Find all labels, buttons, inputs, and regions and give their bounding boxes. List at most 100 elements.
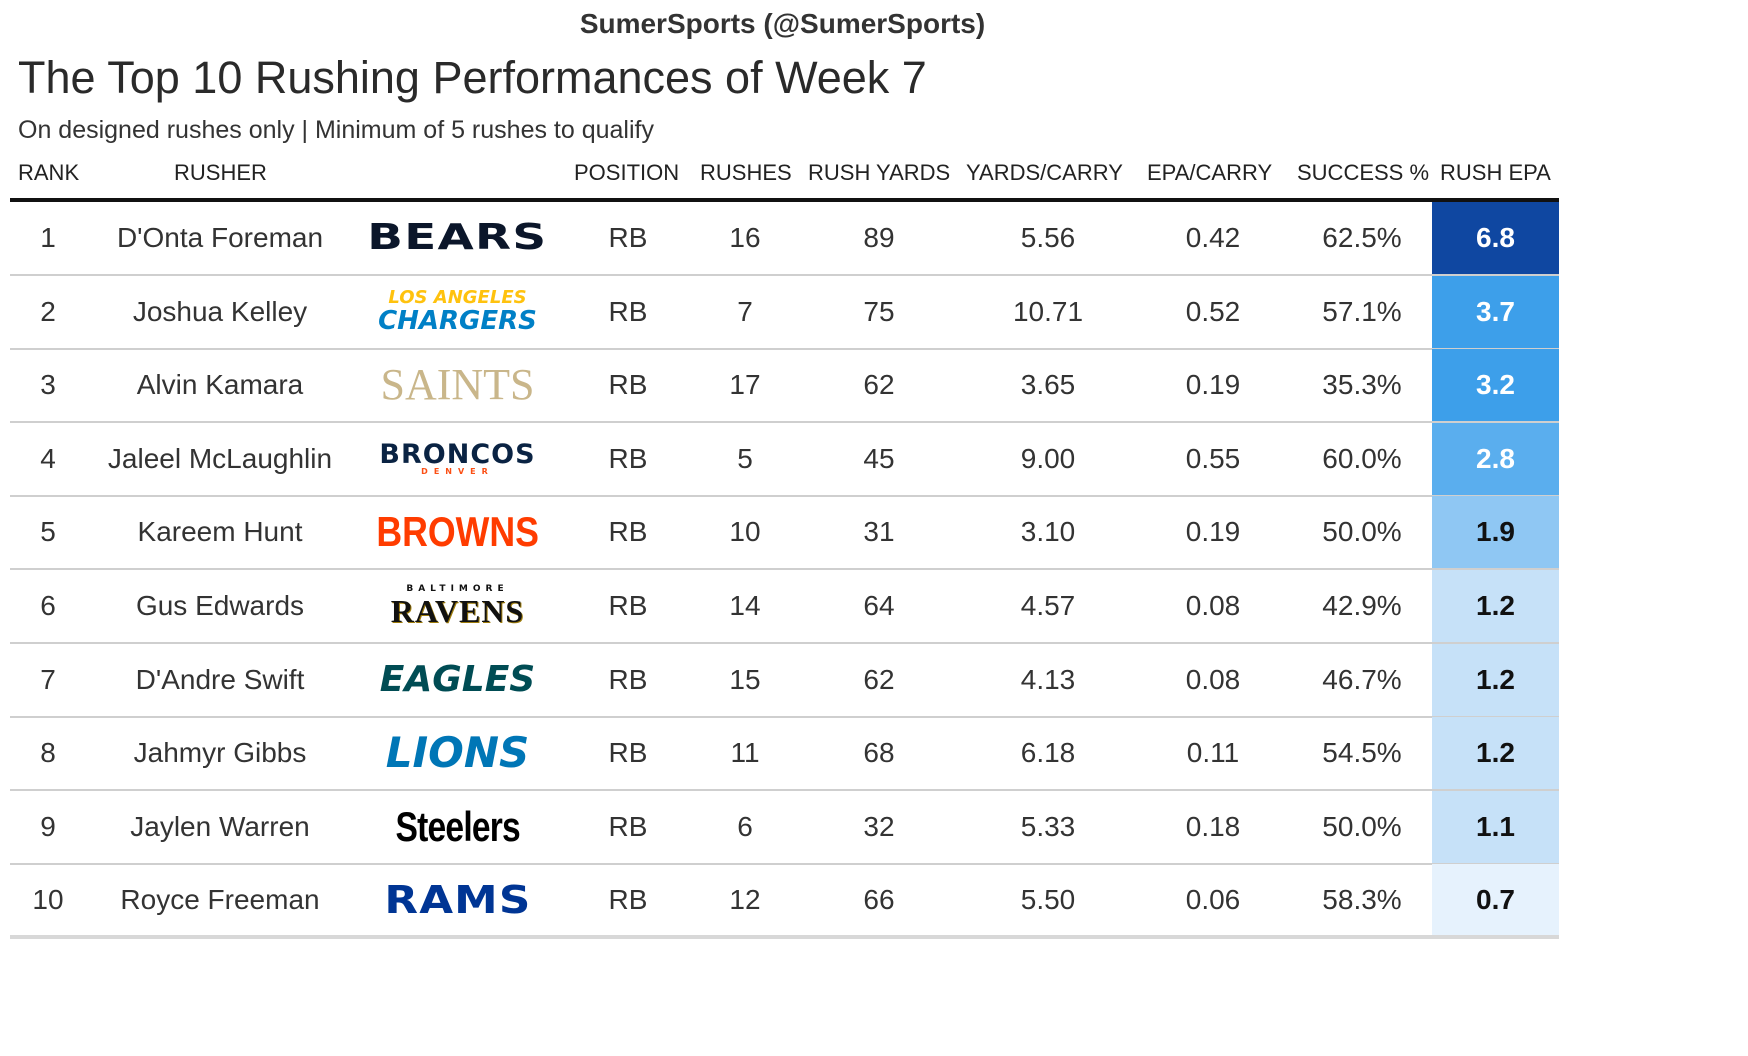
header-success: SUCCESS % bbox=[1297, 160, 1430, 185]
table-header: RANK RUSHER POSITION RUSHES RUSH YARDS Y… bbox=[10, 152, 1559, 202]
success-cell: 42.9% bbox=[1322, 590, 1402, 621]
team-logo-sub: DENVER bbox=[421, 467, 494, 477]
epa-per-carry-cell: 0.52 bbox=[1185, 295, 1241, 327]
rush-epa-cell: 1.2 bbox=[1432, 570, 1559, 642]
success-cell: 57.1% bbox=[1322, 295, 1402, 327]
epa-per-carry-cell: 0.11 bbox=[1186, 737, 1240, 769]
source-credit: SumerSports (@SumerSports) bbox=[579, 8, 986, 39]
team-logo: BALTIMORE RAVENS bbox=[355, 570, 560, 642]
success-cell: 50.0% bbox=[1322, 516, 1402, 548]
rusher-cell: Gus Edwards bbox=[135, 590, 305, 621]
yards-per-carry-cell: 5.50 bbox=[1020, 884, 1076, 916]
rush-yards-cell: 75 bbox=[863, 295, 895, 327]
position-cell: RB bbox=[608, 590, 648, 621]
header-yards-per-carry: YARDS/CARRY bbox=[966, 160, 1123, 185]
position-cell: RB bbox=[608, 516, 648, 548]
success-cell: 50.0% bbox=[1322, 810, 1402, 842]
team-logo: BEARS bbox=[355, 202, 560, 274]
rushes-cell: 12 bbox=[729, 884, 761, 916]
rank-cell: 8 bbox=[40, 737, 56, 769]
rusher-cell: Kareem Hunt bbox=[137, 516, 303, 548]
rank-cell: 5 bbox=[40, 516, 56, 548]
team-logo-wordmark: BROWNS bbox=[376, 508, 539, 556]
position-cell: RB bbox=[608, 222, 648, 253]
rank-cell: 3 bbox=[40, 369, 56, 401]
team-logo-wordmark: EAGLES bbox=[379, 658, 536, 700]
team-logo-top: LOS ANGELES bbox=[388, 287, 527, 309]
team-logo-wordmark: SAINTS bbox=[380, 360, 535, 410]
team-logo: LIONS bbox=[355, 717, 560, 789]
rush-epa-cell: 2.8 bbox=[1432, 422, 1559, 495]
position-cell: RB bbox=[608, 884, 648, 916]
rushes-cell: 11 bbox=[730, 737, 760, 769]
header-rush-epa: RUSH EPA bbox=[1440, 160, 1551, 185]
position-cell: RB bbox=[608, 442, 648, 474]
rush-yards-cell: 66 bbox=[863, 884, 895, 916]
rusher-cell: D'Andre Swift bbox=[135, 663, 305, 695]
yards-per-carry-cell: 3.65 bbox=[1020, 369, 1076, 401]
rusher-cell: Royce Freeman bbox=[120, 884, 320, 916]
yards-per-carry-cell: 10.71 bbox=[1012, 295, 1084, 327]
position-cell: RB bbox=[608, 369, 648, 401]
yards-per-carry-cell: 9.00 bbox=[1020, 442, 1076, 474]
rush-yards-cell: 45 bbox=[863, 442, 895, 474]
chart-subtitle: On designed rushes only | Minimum of 5 r… bbox=[18, 116, 654, 144]
table-row: 6 Gus Edwards RB 14 64 4.57 0.08 42.9% BALTIMORE… bbox=[10, 570, 1559, 644]
table-row: 9 Jaylen Warren RB 6 32 5.33 0.18 50.0% Steelers… bbox=[10, 790, 1559, 865]
rush-yards-cell: 62 bbox=[863, 663, 895, 695]
header-rusher: RUSHER bbox=[174, 160, 267, 185]
table-row: 10 Royce Freeman RB 12 66 5.50 0.06 58.3% RAMS 0.… bbox=[10, 864, 1559, 939]
team-logo: EAGLES bbox=[355, 644, 560, 716]
team-logo-wordmark: CHARGERS bbox=[378, 306, 537, 337]
rush-yards-cell: 89 bbox=[863, 222, 895, 253]
epa-per-carry-cell: 0.08 bbox=[1185, 663, 1241, 695]
rank-cell: 10 bbox=[32, 884, 64, 916]
rush-epa-cell: 3.2 bbox=[1432, 349, 1559, 422]
epa-per-carry-cell: 0.19 bbox=[1185, 516, 1241, 548]
yards-per-carry-cell: 5.56 bbox=[1020, 222, 1076, 253]
rushes-cell: 10 bbox=[729, 516, 761, 548]
table-row: 8 Jahmyr Gibbs RB 11 68 6.18 0.11 54.5% LIONS 1.2 bbox=[10, 717, 1559, 792]
rush-epa-cell: 3.7 bbox=[1432, 275, 1559, 348]
position-cell: RB bbox=[608, 295, 648, 327]
rush-epa-cell: 1.2 bbox=[1432, 717, 1559, 790]
rank-cell: 4 bbox=[40, 442, 56, 474]
rank-cell: 2 bbox=[40, 295, 56, 327]
rush-yards-cell: 31 bbox=[863, 516, 895, 548]
team-logo-wordmark: RAMS bbox=[383, 878, 532, 923]
rush-epa-cell: 0.7 bbox=[1432, 864, 1559, 937]
team-logo: BRONCOS DENVER bbox=[355, 423, 560, 495]
rush-yards-cell: 32 bbox=[863, 810, 895, 842]
rushes-cell: 15 bbox=[729, 663, 761, 695]
success-cell: 60.0% bbox=[1322, 442, 1402, 474]
success-cell: 46.7% bbox=[1322, 663, 1402, 695]
team-logo: LOS ANGELES CHARGERS bbox=[355, 276, 560, 348]
table-row: 2 Joshua Kelley RB 7 75 10.71 0.52 57.1% LOS ANG… bbox=[10, 275, 1559, 350]
rushes-cell: 5 bbox=[737, 442, 753, 474]
success-cell: 58.3% bbox=[1322, 884, 1402, 916]
epa-per-carry-cell: 0.19 bbox=[1185, 369, 1241, 401]
table-row: 4 Jaleel McLaughlin RB 5 45 9.00 0.55 60.0% BRON… bbox=[10, 422, 1559, 497]
success-cell: 62.5% bbox=[1322, 222, 1402, 253]
yards-per-carry-cell: 5.33 bbox=[1020, 810, 1076, 842]
rank-cell: 6 bbox=[40, 590, 56, 621]
yards-per-carry-cell: 4.57 bbox=[1020, 590, 1076, 621]
success-cell: 54.5% bbox=[1322, 737, 1402, 769]
team-logo-top: BALTIMORE bbox=[406, 584, 509, 594]
rush-yards-cell: 68 bbox=[863, 737, 895, 769]
team-logo-wordmark: Steelers bbox=[395, 802, 520, 850]
yards-per-carry-cell: 6.18 bbox=[1020, 737, 1076, 769]
epa-per-carry-cell: 0.55 bbox=[1185, 442, 1241, 474]
table-row: 1 D'Onta Foreman RB 16 89 5.56 0.42 62.5% BEARS 6… bbox=[10, 202, 1559, 276]
header-rank: RANK bbox=[18, 160, 80, 185]
rush-yards-cell: 64 bbox=[863, 590, 895, 621]
rusher-cell: Joshua Kelley bbox=[132, 295, 308, 327]
rush-epa-cell: 1.9 bbox=[1432, 496, 1559, 569]
rushes-cell: 16 bbox=[729, 222, 761, 253]
rushes-cell: 17 bbox=[729, 369, 761, 401]
success-cell: 35.3% bbox=[1322, 369, 1402, 401]
epa-per-carry-cell: 0.18 bbox=[1185, 810, 1241, 842]
team-logo-wordmark: BEARS bbox=[367, 217, 548, 258]
rush-epa-cell: 6.8 bbox=[1432, 202, 1559, 274]
rank-cell: 9 bbox=[40, 810, 56, 842]
